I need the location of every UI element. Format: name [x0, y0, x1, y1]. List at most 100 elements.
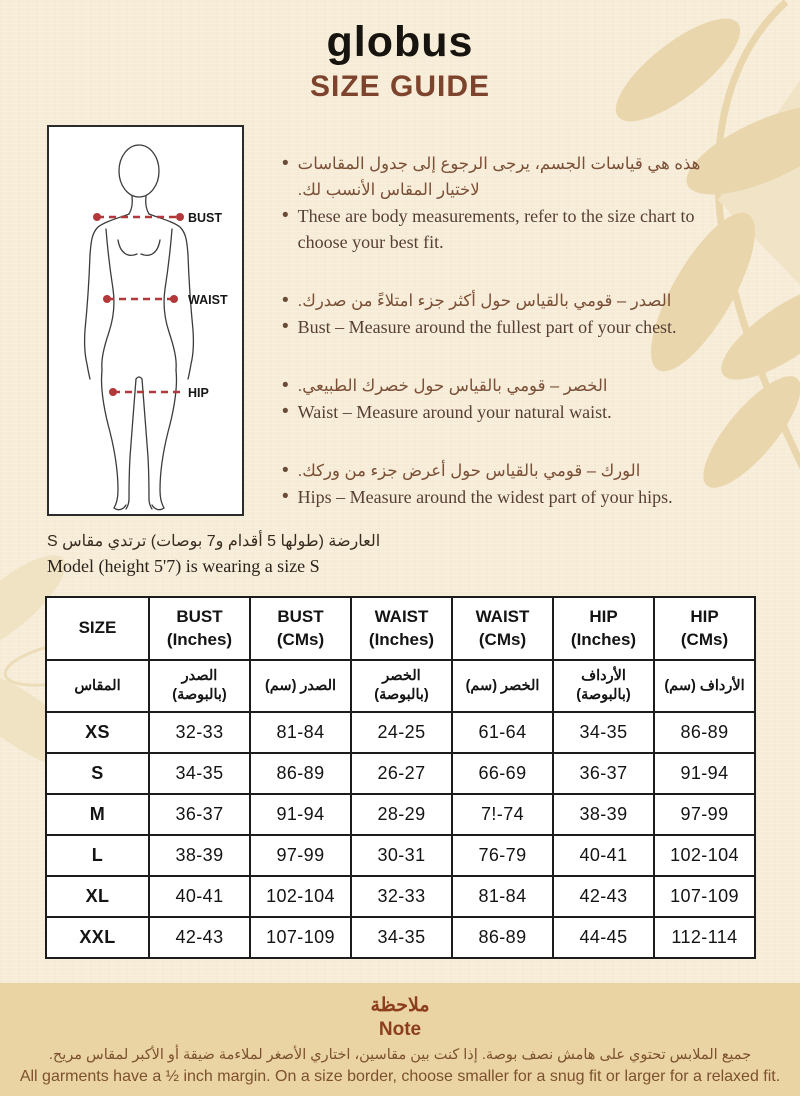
hip-line-label: HIP — [188, 386, 209, 400]
instruction-arabic: الصدر – قومي بالقياس حول أكثر جزء امتلاء… — [297, 292, 672, 310]
column-header: BUST (CMs) — [249, 596, 352, 661]
table-cell: 91-94 — [249, 793, 352, 836]
waist-line-label: WAIST — [188, 293, 228, 307]
table-cell: 81-84 — [249, 711, 352, 754]
table-cell: 32-33 — [148, 711, 251, 754]
size-label: L — [45, 834, 150, 877]
column-header: WAIST (Inches) — [350, 596, 453, 661]
list-item: • Waist – Measure around your natural wa… — [282, 399, 722, 425]
table-cell: 61-64 — [451, 711, 554, 754]
bullet-icon: • — [282, 205, 289, 226]
table-cell: 38-39 — [148, 834, 251, 877]
table-cell: 26-27 — [350, 752, 453, 795]
measurement-instructions: • هذه هي قياسات الجسم، يرجى الرجوع إلى ج… — [282, 151, 722, 543]
table-row: M 36-37 91-94 28-29 7!-74 38-39 97-99 — [45, 793, 756, 836]
table-cell: 32-33 — [350, 875, 453, 918]
table-cell: 30-31 — [350, 834, 453, 877]
size-label: XL — [45, 875, 150, 918]
table-cell: 34-35 — [552, 711, 655, 754]
model-note-english: Model (height 5'7) is wearing a size S — [47, 556, 320, 576]
table-cell: 34-35 — [148, 752, 251, 795]
table-header-row-arabic: المقاس الصدر (بالبوصة) الصدر (سم) الخصر (ب… — [45, 659, 756, 713]
list-item: • Bust – Measure around the fullest part… — [282, 314, 722, 340]
brand-logo: globus — [326, 18, 474, 66]
table-cell: 107-109 — [653, 875, 756, 918]
column-header-arabic: الأرداف (سم) — [653, 659, 756, 713]
column-header: WAIST (CMs) — [451, 596, 554, 661]
size-label: XS — [45, 711, 150, 754]
bullet-icon: • — [282, 375, 289, 396]
instruction-arabic: هذه هي قياسات الجسم، يرجى الرجوع إلى جدو… — [297, 155, 701, 199]
table-row: XS 32-33 81-84 24-25 61-64 34-35 86-89 — [45, 711, 756, 754]
bullet-icon: • — [282, 316, 289, 337]
list-item: • الخصر – قومي بالقياس حول خصرك الطبيعي. — [282, 373, 722, 399]
instruction-arabic: الورك – قومي بالقياس حول أعرض جزء من ورك… — [297, 462, 641, 480]
size-chart-table: SIZE BUST (Inches) BUST (CMs) WAIST (Inches… — [45, 596, 756, 959]
list-item: • الورك – قومي بالقياس حول أعرض جزء من و… — [282, 458, 722, 484]
size-label: M — [45, 793, 150, 836]
table-header-row-english: SIZE BUST (Inches) BUST (CMs) WAIST (Inches… — [45, 596, 756, 661]
list-item: • These are body measurements, refer to … — [282, 203, 722, 255]
column-header: SIZE — [45, 596, 150, 661]
table-cell: 86-89 — [451, 916, 554, 959]
table-row: S 34-35 86-89 26-27 66-69 36-37 91-94 — [45, 752, 756, 795]
table-cell: 91-94 — [653, 752, 756, 795]
size-label: XXL — [45, 916, 150, 959]
instruction-group-waist: • الخصر – قومي بالقياس حول خصرك الطبيعي.… — [282, 373, 722, 425]
bullet-icon: • — [282, 153, 289, 174]
column-header-arabic: الخصر (بالبوصة) — [350, 659, 453, 713]
table-cell: 86-89 — [249, 752, 352, 795]
note-title-arabic: ملاحظة — [370, 995, 430, 1016]
table-cell: 40-41 — [148, 875, 251, 918]
table-cell: 102-104 — [653, 834, 756, 877]
instruction-english: Bust – Measure around the fullest part o… — [297, 317, 677, 337]
instruction-group-bust: • الصدر – قومي بالقياس حول أكثر جزء امتل… — [282, 288, 722, 340]
instruction-english: Hips – Measure around the widest part of… — [297, 487, 673, 507]
model-note-arabic: العارضة (طولها 5 أقدام و7 بوصات) ترتدي م… — [47, 533, 381, 550]
table-row: XXL 42-43 107-109 34-35 86-89 44-45 112-… — [45, 916, 756, 959]
table-cell: 86-89 — [653, 711, 756, 754]
note-title-english: Note — [378, 1019, 422, 1040]
table-cell: 28-29 — [350, 793, 453, 836]
note-section: ملاحظة Note جميع الملابس تحتوي على هامش … — [0, 983, 800, 1096]
bullet-icon: • — [282, 290, 289, 311]
table-cell: 42-43 — [148, 916, 251, 959]
bullet-icon: • — [282, 460, 289, 481]
column-header: HIP (CMs) — [653, 596, 756, 661]
table-cell: 107-109 — [249, 916, 352, 959]
table-cell: 42-43 — [552, 875, 655, 918]
note-body-english: All garments have a ½ inch margin. On a … — [19, 1068, 781, 1085]
column-header-arabic: الأرداف (بالبوصة) — [552, 659, 655, 713]
table-cell: 81-84 — [451, 875, 554, 918]
table-cell: 7!-74 — [451, 793, 554, 836]
instruction-arabic: الخصر – قومي بالقياس حول خصرك الطبيعي. — [297, 377, 608, 395]
header: globus SIZE GUIDE — [0, 18, 800, 104]
table-cell: 102-104 — [249, 875, 352, 918]
column-header: HIP (Inches) — [552, 596, 655, 661]
table-cell: 24-25 — [350, 711, 453, 754]
model-size-note: العارضة (طولها 5 أقدام و7 بوصات) ترتدي م… — [47, 529, 487, 579]
instruction-group-overview: • هذه هي قياسات الجسم، يرجى الرجوع إلى ج… — [282, 151, 722, 255]
table-row: L 38-39 97-99 30-31 76-79 40-41 102-104 — [45, 834, 756, 877]
size-label: S — [45, 752, 150, 795]
table-cell: 40-41 — [552, 834, 655, 877]
column-header-arabic: الخصر (سم) — [451, 659, 554, 713]
instruction-group-hip: • الورك – قومي بالقياس حول أعرض جزء من و… — [282, 458, 722, 510]
page-title: SIZE GUIDE — [309, 70, 491, 104]
table-cell: 36-37 — [552, 752, 655, 795]
table-cell: 44-45 — [552, 916, 655, 959]
instruction-english: Waist – Measure around your natural wais… — [297, 402, 612, 422]
table-cell: 38-39 — [552, 793, 655, 836]
column-header-arabic: الصدر (سم) — [249, 659, 352, 713]
table-cell: 36-37 — [148, 793, 251, 836]
list-item: • Hips – Measure around the widest part … — [282, 484, 722, 510]
table-cell: 34-35 — [350, 916, 453, 959]
table-cell: 112-114 — [653, 916, 756, 959]
note-body-arabic: جميع الملابس تحتوي على هامش نصف بوصة. إذ… — [48, 1047, 752, 1063]
table-cell: 66-69 — [451, 752, 554, 795]
instruction-english: These are body measurements, refer to th… — [297, 206, 695, 252]
table-cell: 97-99 — [653, 793, 756, 836]
table-row: XL 40-41 102-104 32-33 81-84 42-43 107-1… — [45, 875, 756, 918]
column-header-arabic: المقاس — [45, 659, 150, 713]
